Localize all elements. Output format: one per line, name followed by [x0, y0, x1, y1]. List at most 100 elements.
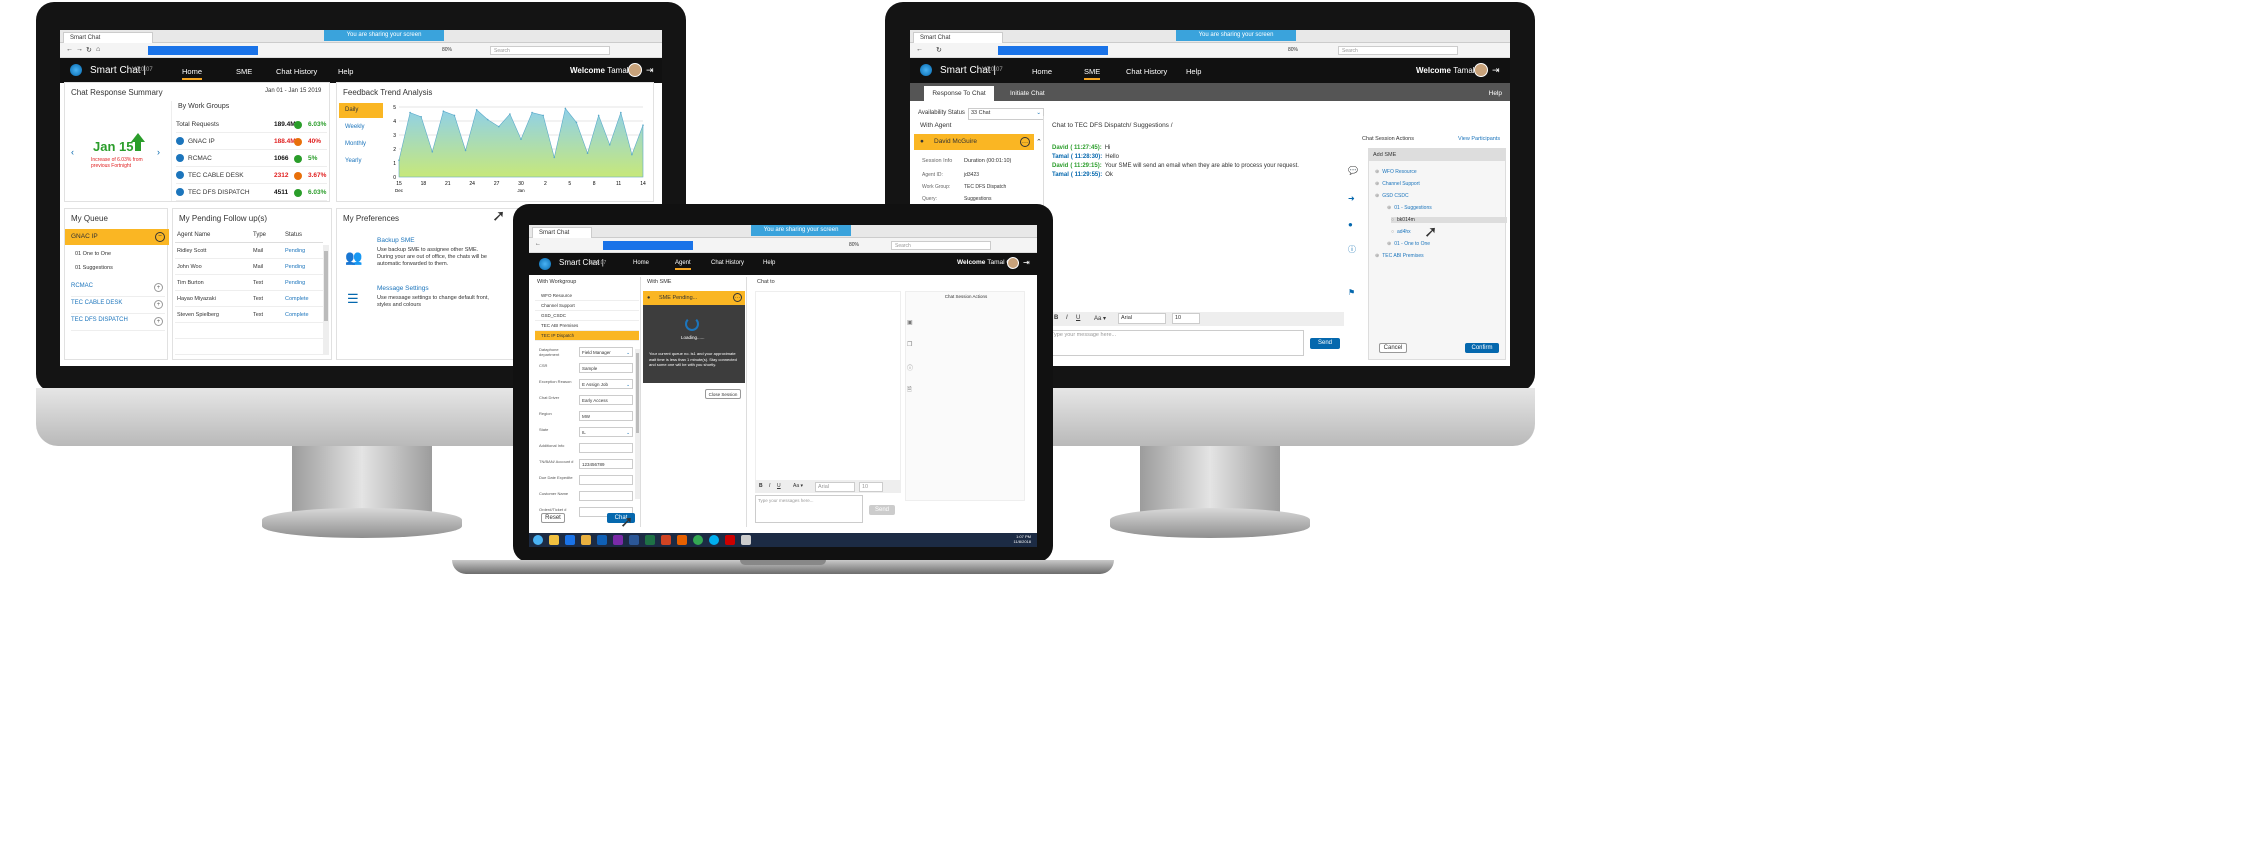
form-field[interactable]: [579, 507, 633, 517]
onenote-icon[interactable]: [613, 535, 623, 545]
folder-icon[interactable]: [581, 535, 591, 545]
nav-sme[interactable]: SME: [1084, 67, 1101, 80]
info-icon[interactable]: ⓘ: [907, 366, 914, 372]
back-icon[interactable]: ←: [535, 241, 541, 247]
form-field[interactable]: E Assign Job ⌄: [579, 379, 633, 389]
tree-node[interactable]: ⊕ Channel Support: [1375, 181, 1420, 187]
nav-home[interactable]: Home: [1032, 67, 1053, 76]
italic-icon[interactable]: I: [769, 483, 771, 489]
underline-icon[interactable]: U: [1076, 315, 1081, 321]
nav-chat-history[interactable]: Chat History: [276, 67, 318, 76]
collapse-icon[interactable]: −: [155, 232, 165, 242]
message-settings-title[interactable]: Message Settings: [377, 285, 429, 292]
outlook-icon[interactable]: [597, 535, 607, 545]
reset-button[interactable]: Reset: [541, 513, 565, 523]
nav-help[interactable]: Help: [338, 67, 354, 76]
form-field[interactable]: IL ⌄: [579, 427, 633, 437]
tree-node[interactable]: ○ bk014m: [1391, 217, 1507, 223]
home-icon[interactable]: ⌂: [96, 46, 101, 53]
status-cell[interactable]: Pending: [285, 248, 306, 254]
help-link[interactable]: Help: [1488, 90, 1502, 97]
workgroup-item[interactable]: WFO Resource: [535, 291, 639, 301]
browser-tab[interactable]: Smart Chat: [532, 227, 592, 238]
app-icon[interactable]: [725, 535, 735, 545]
tree-node[interactable]: ⊕ GSD CSDC: [1375, 193, 1409, 199]
tree-node[interactable]: ⊕ 01 - One to One: [1387, 241, 1430, 247]
font-select[interactable]: Arial: [815, 482, 855, 492]
table-row[interactable]: Tim Burton Text Pending: [175, 275, 323, 291]
nav-help[interactable]: Help: [1186, 67, 1202, 76]
tree-node[interactable]: ⊕ TEC ABI Premises: [1375, 253, 1424, 259]
bold-icon[interactable]: B: [759, 483, 763, 489]
start-icon[interactable]: [533, 535, 543, 545]
feedback-tab-weekly[interactable]: Weekly: [345, 124, 365, 130]
chat-button[interactable]: Chat: [607, 513, 635, 523]
forward-icon[interactable]: ➜: [1348, 194, 1355, 203]
copy-icon[interactable]: ❐: [907, 342, 913, 348]
back-icon[interactable]: ←: [916, 46, 923, 53]
status-cell[interactable]: Pending: [285, 264, 306, 270]
user-icon[interactable]: ●: [1348, 220, 1353, 229]
availability-select[interactable]: 33 Chat ⌄: [968, 108, 1044, 120]
font-select[interactable]: Arial: [1118, 313, 1166, 324]
next-arrow-icon[interactable]: ›: [157, 147, 160, 157]
nav-sme[interactable]: SME: [236, 67, 253, 76]
word-icon[interactable]: [629, 535, 639, 545]
browser-search-input[interactable]: Search: [1338, 46, 1458, 55]
form-scrollbar[interactable]: [635, 349, 640, 499]
status-cell[interactable]: Complete: [285, 296, 309, 302]
chrome-icon[interactable]: [693, 535, 703, 545]
tree-node[interactable]: ⊕ 01 - Suggestions: [1387, 205, 1432, 211]
nav-home[interactable]: Home: [182, 67, 203, 80]
table-row[interactable]: John Woo Mail Pending: [175, 259, 323, 275]
backup-sme-title[interactable]: Backup SME: [377, 237, 415, 244]
address-bar[interactable]: [603, 241, 693, 250]
document-icon[interactable]: 🗎: [907, 387, 912, 393]
workgroup-item[interactable]: TEC IP Dispatch: [535, 331, 639, 341]
expand-icon[interactable]: +: [154, 317, 163, 326]
logout-icon[interactable]: ⇥: [1023, 258, 1030, 267]
browser-tab[interactable]: Smart Chat: [63, 32, 153, 43]
print-icon[interactable]: ▣: [907, 320, 913, 326]
collapse-arrow-icon[interactable]: ⌃: [1036, 139, 1042, 146]
view-participants-link[interactable]: View Participants: [1458, 136, 1501, 142]
avatar[interactable]: [628, 63, 642, 77]
work-group-row[interactable]: TEC DFS DISPATCH 4511 6.03%: [176, 185, 327, 201]
table-row[interactable]: Hayao Miyazaki Text Complete: [175, 291, 323, 307]
form-field[interactable]: Early Access: [579, 395, 633, 405]
firefox-icon[interactable]: [677, 535, 687, 545]
status-cell[interactable]: Complete: [285, 312, 309, 318]
font-size-icon[interactable]: Aa ▾: [1094, 316, 1107, 322]
size-select[interactable]: 10: [859, 482, 883, 492]
sme-pending-card[interactable]: ● SME Pending... …: [643, 291, 745, 305]
message-input[interactable]: Type your message here...: [1048, 330, 1304, 356]
table-row[interactable]: Ridley Scott Mail Pending: [175, 243, 323, 259]
italic-icon[interactable]: I: [1066, 315, 1068, 321]
excel-icon[interactable]: [645, 535, 655, 545]
queue-subitem[interactable]: 01 Suggestions: [75, 265, 113, 271]
nav-home[interactable]: Home: [633, 260, 650, 266]
feedback-tab-yearly[interactable]: Yearly: [345, 158, 362, 164]
send-button[interactable]: Send: [1310, 338, 1340, 349]
queue-item-active[interactable]: GNAC IP −: [65, 229, 169, 245]
address-bar[interactable]: [148, 46, 258, 55]
more-icon[interactable]: …: [1020, 137, 1030, 147]
back-icon[interactable]: ←: [66, 46, 73, 53]
feedback-tab-daily[interactable]: Daily: [339, 103, 383, 118]
scrollbar[interactable]: [323, 245, 329, 355]
logout-icon[interactable]: ⇥: [1492, 65, 1500, 75]
reload-icon[interactable]: ↻: [86, 47, 92, 54]
work-group-row[interactable]: GNAC IP 188.4M 40%: [176, 134, 327, 150]
tree-node[interactable]: ○ ad4hx: [1391, 229, 1411, 235]
expand-icon[interactable]: +: [154, 300, 163, 309]
workgroup-item[interactable]: GSD_CSDC: [535, 311, 639, 321]
workgroup-item[interactable]: TEC ABI Premises: [535, 321, 639, 331]
chat-app-icon[interactable]: [741, 535, 751, 545]
info-icon[interactable]: ⓘ: [1348, 245, 1356, 254]
address-bar[interactable]: [998, 46, 1108, 55]
underline-icon[interactable]: U: [777, 483, 781, 489]
form-field[interactable]: Sample: [579, 363, 633, 373]
reload-icon[interactable]: ↻: [936, 47, 942, 54]
nav-chat-history[interactable]: Chat History: [1126, 67, 1168, 76]
size-select[interactable]: 10: [1172, 313, 1200, 324]
